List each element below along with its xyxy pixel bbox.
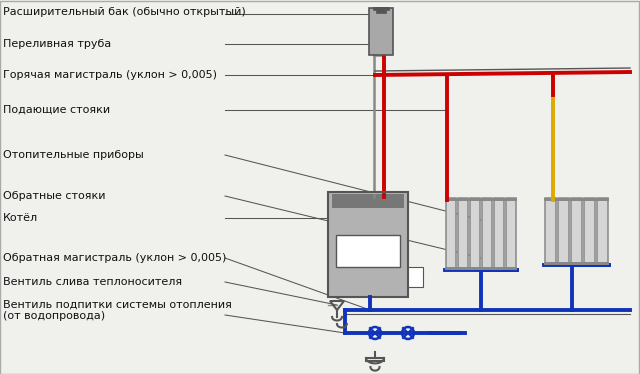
Text: Горячая магистраль (уклон > 0,005): Горячая магистраль (уклон > 0,005)	[3, 70, 217, 80]
Bar	[597, 198, 608, 265]
Bar	[369, 8, 393, 55]
Bar	[544, 198, 609, 201]
Bar	[332, 194, 404, 208]
Bar	[482, 198, 492, 270]
Bar	[558, 198, 569, 265]
Text: Переливная труба: Переливная труба	[3, 39, 111, 49]
Text: Подающие стояки: Подающие стояки	[3, 105, 110, 115]
Text: Обратные стояки: Обратные стояки	[3, 191, 106, 201]
Text: Обратная магистраль (уклон > 0,005): Обратная магистраль (уклон > 0,005)	[3, 253, 227, 263]
Text: Расширительный бак (обычно открытый): Расширительный бак (обычно открытый)	[3, 7, 246, 17]
Bar	[584, 198, 595, 265]
Bar	[571, 198, 582, 265]
Text: Вентиль подпитки системы отопления
(от водопровода): Вентиль подпитки системы отопления (от в…	[3, 299, 232, 321]
Bar	[328, 192, 408, 297]
Text: Отопительные приборы: Отопительные приборы	[3, 150, 144, 160]
Bar	[544, 262, 609, 265]
Bar	[506, 198, 516, 270]
Bar	[446, 198, 456, 270]
Bar	[376, 7, 386, 13]
Bar	[336, 235, 400, 267]
Bar	[373, 7, 389, 10]
Bar	[366, 358, 384, 361]
Bar	[445, 198, 517, 201]
Text: Вентиль слива теплоносителя: Вентиль слива теплоносителя	[3, 277, 182, 287]
Bar	[445, 267, 517, 270]
Text: Котёл: Котёл	[3, 213, 38, 223]
Bar	[545, 198, 556, 265]
Bar	[470, 198, 480, 270]
Bar	[458, 198, 468, 270]
Bar	[494, 198, 504, 270]
Bar	[408, 267, 423, 287]
